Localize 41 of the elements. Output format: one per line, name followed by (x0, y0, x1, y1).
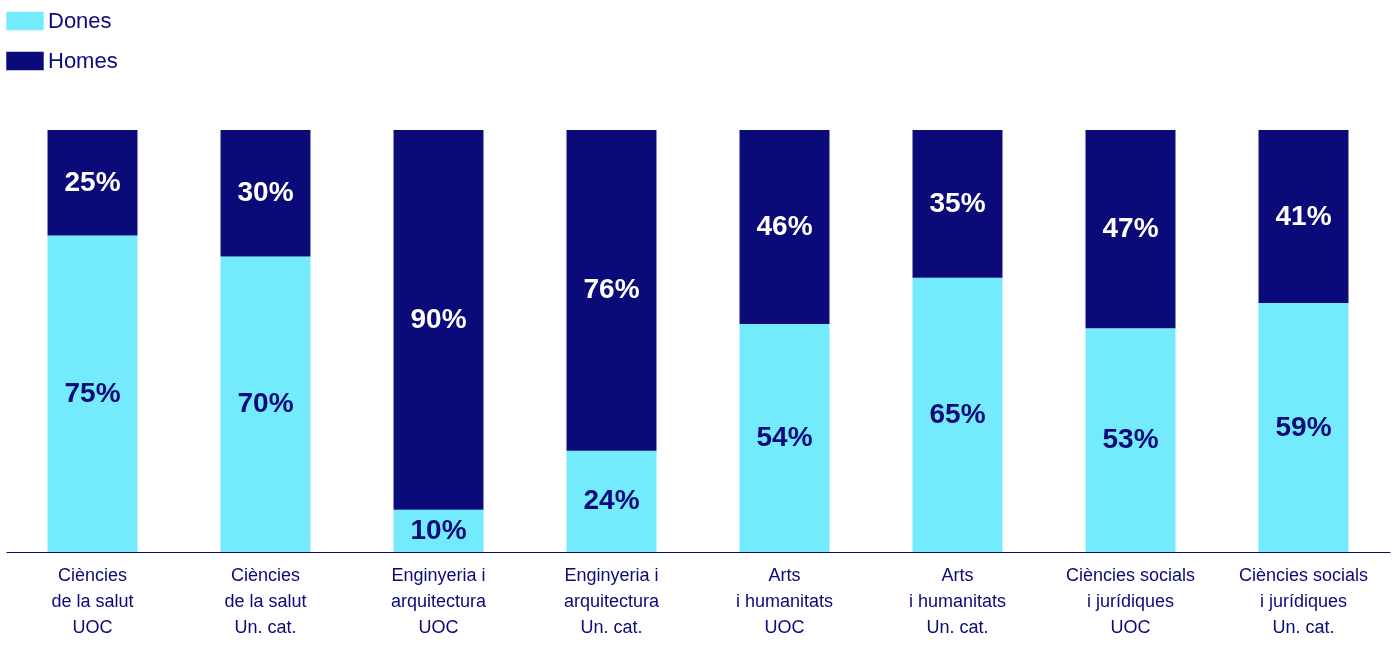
data-label: 10% (410, 513, 467, 545)
data-label: 65% (929, 397, 986, 429)
data-label: 59% (1275, 410, 1332, 442)
data-label: 75% (64, 376, 121, 408)
bar (393, 130, 484, 510)
bar (220, 130, 311, 257)
data-label: 54% (756, 421, 813, 453)
x-tick-label: Enginyeria i arquitectura UOC (390, 564, 488, 637)
data-label: 24% (583, 484, 640, 516)
data-label: 76% (583, 273, 640, 305)
data-label: 90% (410, 302, 467, 334)
x-tick-label: Arts i humanitats Un. cat. (908, 564, 1007, 637)
x-tick-label: Ciències de la salut UOC (51, 564, 134, 637)
data-label: 35% (929, 186, 986, 218)
bar (912, 130, 1003, 278)
bar (566, 450, 657, 552)
bar (566, 130, 657, 451)
data-label: 53% (1102, 423, 1159, 455)
bar (1258, 130, 1349, 304)
x-tick-label: Ciències socials i jurídiques Un. cat. (1238, 564, 1369, 637)
legend-label: Dones (48, 8, 112, 33)
bar (1258, 303, 1349, 552)
bar (47, 130, 138, 236)
x-tick-label: Enginyeria i arquitectura Un. cat. (563, 564, 661, 637)
data-label: 70% (237, 387, 294, 419)
bar (739, 130, 830, 325)
x-tick-label: Ciències de la salut Un. cat. (224, 564, 307, 637)
bar (47, 235, 138, 552)
bar (220, 256, 311, 552)
data-label: 47% (1102, 212, 1159, 244)
data-label: 25% (64, 165, 121, 197)
bar (739, 324, 830, 552)
data-label: 30% (237, 176, 294, 208)
data-label: 46% (756, 210, 813, 242)
x-tick-label: Arts i humanitats UOC (735, 564, 834, 637)
bar (1085, 130, 1176, 329)
bar (1085, 328, 1176, 552)
data-label: 41% (1275, 199, 1332, 231)
x-tick-label: Ciències socials i jurídiques UOC (1065, 564, 1196, 637)
bar (912, 277, 1003, 552)
legend-label: Homes (48, 48, 118, 73)
